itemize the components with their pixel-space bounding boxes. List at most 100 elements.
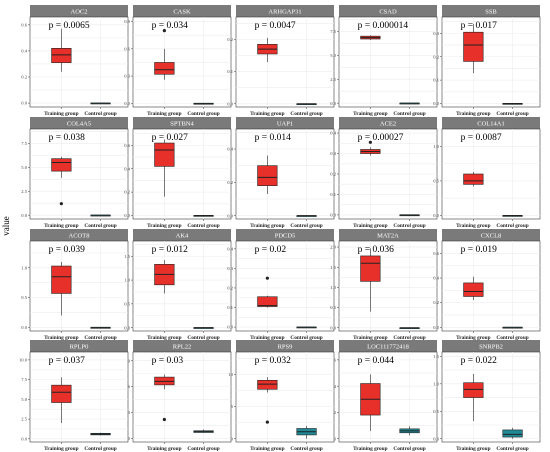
x-label-training: Training group bbox=[44, 111, 78, 117]
y-tick-label: 0.0 bbox=[433, 436, 439, 441]
x-label-control: Control group bbox=[290, 446, 322, 452]
plot-area bbox=[235, 128, 335, 220]
y-tick-label: 1.5 bbox=[124, 254, 130, 259]
x-label-control: Control group bbox=[393, 446, 425, 452]
y-tick-label: 0.4 bbox=[124, 166, 130, 171]
x-label-control: Control group bbox=[84, 223, 116, 229]
x-label-training: Training group bbox=[147, 335, 181, 341]
box-training bbox=[257, 377, 278, 424]
panel-rpl22: RPL22 0 3 6 9 Training group Control group p = … bbox=[128, 340, 232, 452]
x-label-training: Training group bbox=[250, 111, 284, 117]
y-tick-label: 6 bbox=[334, 357, 337, 362]
outlier-point bbox=[265, 276, 269, 280]
box-control bbox=[502, 102, 523, 105]
p-value-label: p = 0.000014 bbox=[358, 21, 409, 31]
box bbox=[51, 384, 72, 403]
panel-acot8: ACOT8 0.0 0.5 1.0 Training group Control grou… bbox=[21, 229, 129, 341]
box-training bbox=[360, 140, 381, 156]
y-tick-label: 9 bbox=[128, 358, 131, 363]
panel-aoc2: AOC2 0.0 0.2 0.4 0.6 Training group Control gr… bbox=[21, 5, 129, 117]
y-tick-label: 0.0 bbox=[330, 213, 336, 218]
y-tick-label: 7.5 bbox=[21, 377, 27, 382]
box-control bbox=[296, 425, 317, 439]
x-label-control: Control group bbox=[84, 446, 116, 452]
x-label-training: Training group bbox=[456, 223, 490, 229]
y-tick-label: 0.4 bbox=[433, 276, 439, 281]
y-tick-label: 1.0 bbox=[21, 265, 27, 270]
panel-title: MAT2A bbox=[377, 233, 399, 240]
x-label-training: Training group bbox=[353, 335, 387, 341]
p-value-label: p = 0.044 bbox=[358, 356, 394, 366]
panel-title: LOC111772418 bbox=[367, 344, 409, 351]
box-control bbox=[193, 102, 214, 105]
panel-strip bbox=[133, 117, 231, 129]
panel-mat2a: MAT2A 0.0 0.5 1.0 1.5 2.0 Training group Contro… bbox=[330, 229, 438, 341]
plot-area bbox=[132, 16, 232, 108]
y-tick-label: 0.0 bbox=[21, 436, 27, 441]
plot-area bbox=[132, 351, 232, 443]
y-tick-label: 0.5 bbox=[124, 301, 130, 306]
outlier-point bbox=[265, 420, 269, 424]
panel-title: CASK bbox=[173, 9, 191, 16]
panel-loc111772418: LOC111772418 0 2 4 6 Training group Control gr… bbox=[334, 340, 438, 452]
y-tick-label: 1.0 bbox=[124, 278, 130, 283]
panel-title: CSAD bbox=[379, 9, 397, 16]
y-tick-label: 0.0 bbox=[124, 101, 130, 106]
x-label-training: Training group bbox=[44, 335, 78, 341]
box-control bbox=[193, 214, 214, 217]
outlier-point bbox=[162, 29, 166, 33]
outlier-point bbox=[162, 417, 166, 422]
x-label-control: Control group bbox=[496, 446, 528, 452]
panel-title: RPLP0 bbox=[70, 344, 89, 351]
y-tick-label: 0 bbox=[334, 436, 337, 441]
panel-rps9: RPS9 0 5 10 Training group Control group p = 0… bbox=[228, 340, 335, 452]
box-training bbox=[51, 156, 72, 206]
x-label-training: Training group bbox=[147, 111, 181, 117]
y-tick-label: 0.0 bbox=[227, 325, 233, 330]
y-tick-label: 0.1 bbox=[227, 69, 233, 74]
x-label-training: Training group bbox=[44, 446, 78, 452]
box-training bbox=[360, 374, 381, 431]
panel-strip bbox=[133, 5, 231, 17]
box-training bbox=[154, 29, 175, 80]
plot-area bbox=[29, 240, 129, 332]
box-control bbox=[296, 215, 317, 217]
box-training bbox=[257, 276, 278, 308]
panel-snrpb2: SNRPB2 0.0 0.5 1.0 1.5 Training group Control … bbox=[433, 340, 541, 452]
y-tick-label: 0.0 bbox=[330, 325, 336, 330]
panel-arhgap31: ARHGAP31 0.0 0.1 0.2 Training group Control g… bbox=[227, 5, 335, 117]
plot-area bbox=[235, 351, 335, 443]
y-tick-label: 5.0 bbox=[21, 165, 27, 170]
y-tick-label: 0.0 bbox=[21, 213, 27, 218]
y-tick-label: 5.0 bbox=[21, 397, 27, 402]
panel-strip bbox=[133, 340, 231, 352]
x-label-training: Training group bbox=[250, 335, 284, 341]
box-control bbox=[399, 426, 420, 436]
plot-area bbox=[338, 16, 438, 108]
panel-title: RPS9 bbox=[278, 344, 293, 351]
panel-cask: CASK 0.0 0.3 0.6 0.9 Training group Control gr… bbox=[124, 5, 232, 117]
p-value-label: p = 0.036 bbox=[358, 245, 394, 255]
y-tick-label: 0.3 bbox=[124, 74, 130, 79]
y-tick-label: 0.4 bbox=[227, 147, 233, 152]
box-control bbox=[90, 432, 111, 436]
x-label-training: Training group bbox=[147, 446, 181, 452]
box bbox=[154, 142, 175, 167]
box bbox=[502, 429, 523, 438]
y-tick-label: 0.0 bbox=[227, 101, 233, 106]
panel-title: ACOT8 bbox=[69, 233, 90, 240]
box-training bbox=[51, 377, 72, 424]
box-control bbox=[502, 215, 523, 217]
x-label-control: Control group bbox=[84, 335, 116, 341]
y-tick-label: 5.0 bbox=[330, 53, 336, 58]
panel-ak4: AK4 0.0 0.5 1.0 1.5 Training group Control gro… bbox=[124, 229, 232, 341]
x-label-control: Control group bbox=[187, 223, 219, 229]
panel-title: ARHGAP31 bbox=[268, 9, 301, 16]
box bbox=[51, 48, 72, 63]
p-value-label: p = 0.0047 bbox=[255, 21, 296, 31]
y-tick-label: 2.0 bbox=[330, 245, 336, 250]
y-tick-label: 2.5 bbox=[21, 189, 27, 194]
y-tick-label: 0 bbox=[231, 436, 234, 441]
x-label-control: Control group bbox=[290, 335, 322, 341]
